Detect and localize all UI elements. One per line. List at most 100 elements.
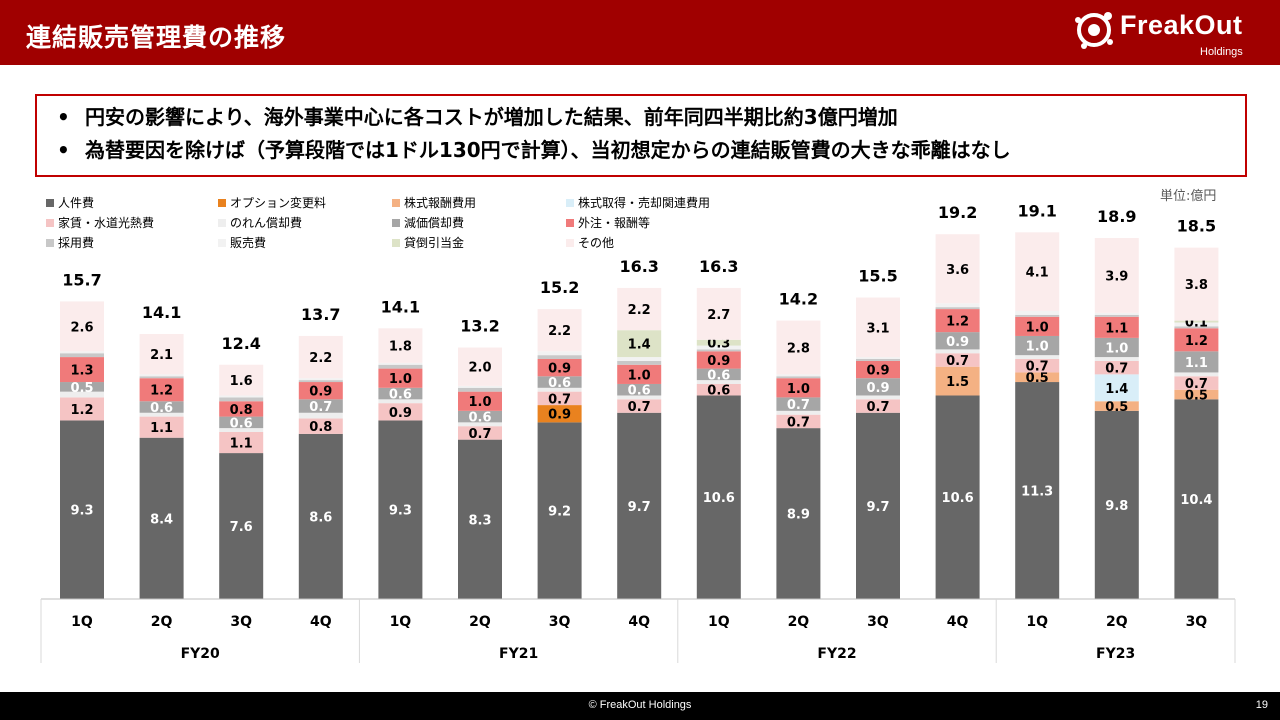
bar-segment bbox=[219, 401, 264, 417]
data-label: 2.1 bbox=[150, 348, 173, 363]
data-label: 3.9 bbox=[1105, 269, 1128, 284]
footer-bar: © FreakOut Holdings 19 bbox=[0, 692, 1280, 720]
data-label: 2.6 bbox=[70, 320, 93, 335]
legend-entry: 家賃・水道光熱費 bbox=[58, 215, 154, 230]
data-label: 9.3 bbox=[389, 504, 412, 519]
bar-segment bbox=[298, 418, 343, 434]
total-label: 14.2 bbox=[779, 290, 818, 309]
data-label: 0.8 bbox=[230, 403, 253, 418]
bar-segment bbox=[1094, 316, 1139, 338]
bar-segment bbox=[219, 364, 264, 396]
group-label: FY20 bbox=[181, 646, 220, 662]
page-number: 19 bbox=[1255, 699, 1268, 711]
bar-segment bbox=[617, 383, 662, 396]
data-label: 1.2 bbox=[946, 315, 969, 330]
logo-brand-text: FreakOut bbox=[1120, 10, 1243, 40]
bar-segment bbox=[1015, 314, 1060, 317]
legend-entry: 株式取得・売却関連費用 bbox=[578, 195, 710, 210]
bar-segment bbox=[537, 422, 582, 599]
bar-segment bbox=[776, 410, 821, 415]
bar-segment bbox=[776, 397, 821, 411]
data-label: 9.8 bbox=[1105, 499, 1128, 514]
data-label: 4.1 bbox=[1026, 266, 1049, 281]
bar-segment bbox=[617, 357, 662, 361]
data-label: 1.4 bbox=[1105, 382, 1128, 397]
data-label: 2.8 bbox=[787, 341, 810, 356]
bar-segment bbox=[219, 453, 264, 599]
data-label: 0.7 bbox=[1185, 377, 1208, 392]
bar-segment bbox=[458, 385, 502, 388]
bar-segment bbox=[1094, 238, 1139, 313]
data-label: 0.3 bbox=[707, 337, 730, 352]
bar-segment bbox=[378, 420, 423, 599]
bar-segment bbox=[139, 437, 184, 599]
bar-segment bbox=[378, 387, 423, 400]
legend-entry: 株式報酬費用 bbox=[404, 195, 476, 210]
legend-swatch bbox=[46, 199, 54, 207]
data-label: 1.0 bbox=[787, 382, 810, 397]
total-label: 13.2 bbox=[460, 316, 499, 335]
group-label: FY23 bbox=[1096, 646, 1135, 662]
bar-segment bbox=[378, 403, 423, 421]
bar-segment bbox=[60, 397, 104, 421]
data-label: 1.8 bbox=[389, 340, 412, 355]
total-label: 15.7 bbox=[62, 270, 101, 289]
bar-segment bbox=[298, 412, 343, 419]
data-label: 0.7 bbox=[468, 427, 491, 442]
category-tick-label: 3Q bbox=[549, 614, 571, 630]
category-tick-label: 1Q bbox=[708, 614, 730, 630]
bar-segment bbox=[1015, 311, 1060, 315]
data-label: 0.8 bbox=[309, 420, 332, 435]
data-label: 8.9 bbox=[787, 508, 810, 523]
category-tick-label: 3Q bbox=[867, 614, 889, 630]
total-label: 14.1 bbox=[381, 297, 420, 316]
data-label: 0.6 bbox=[468, 411, 491, 426]
legend-swatch bbox=[218, 199, 226, 207]
bar-segment bbox=[1174, 322, 1219, 327]
legend-swatch bbox=[392, 219, 400, 227]
bar-segment bbox=[458, 422, 502, 427]
category-tick-label: 2Q bbox=[788, 614, 810, 630]
logo-mark-icon bbox=[1075, 12, 1113, 49]
bar-segment bbox=[696, 339, 741, 346]
bar-segment bbox=[617, 364, 662, 384]
bar-segment bbox=[1015, 335, 1060, 356]
bar-segment bbox=[1094, 314, 1139, 317]
bar-segment bbox=[1015, 232, 1060, 311]
data-label: 11.3 bbox=[1021, 485, 1053, 500]
data-label: 1.5 bbox=[946, 375, 969, 390]
bar-segment bbox=[856, 378, 900, 396]
data-label: 8.6 bbox=[309, 510, 332, 525]
bar-segment bbox=[1015, 359, 1060, 373]
data-label: 0.6 bbox=[150, 401, 173, 416]
bar-segment bbox=[856, 412, 900, 599]
data-label: 1.0 bbox=[1026, 320, 1049, 335]
bar-segment bbox=[617, 399, 662, 413]
legend-swatch bbox=[392, 239, 400, 247]
legend-swatch bbox=[566, 219, 574, 227]
data-label: 2.2 bbox=[628, 303, 651, 318]
data-label: 0.7 bbox=[866, 400, 889, 415]
data-label: 0.6 bbox=[707, 384, 730, 399]
bar-segment bbox=[139, 376, 184, 379]
data-label: 0.5 bbox=[1026, 371, 1049, 386]
bar-segment bbox=[219, 397, 264, 402]
data-label: 10.4 bbox=[1180, 493, 1212, 508]
total-label: 15.2 bbox=[540, 278, 579, 297]
bar-segment bbox=[458, 439, 502, 599]
data-label: 2.2 bbox=[548, 324, 571, 339]
header-bar: 連結販売管理費の推移 FreakOut Holdings bbox=[0, 0, 1280, 65]
data-label: 8.4 bbox=[150, 512, 173, 527]
bar-segment bbox=[60, 391, 104, 398]
bar-segment bbox=[856, 297, 900, 358]
bar-segment bbox=[458, 347, 502, 386]
bar-segment bbox=[776, 320, 821, 375]
category-tick-label: 2Q bbox=[469, 614, 491, 630]
total-label: 19.1 bbox=[1017, 201, 1056, 220]
summary-box: • 円安の影響により、海外事業中心に各コストが増加した結果、前年同四半期比約3億円… bbox=[35, 94, 1247, 177]
bar-segment bbox=[458, 410, 502, 423]
bar-segment bbox=[458, 426, 502, 440]
data-label: 0.7 bbox=[787, 415, 810, 430]
bar-segment bbox=[1094, 360, 1139, 375]
group-label: FY22 bbox=[817, 646, 856, 662]
